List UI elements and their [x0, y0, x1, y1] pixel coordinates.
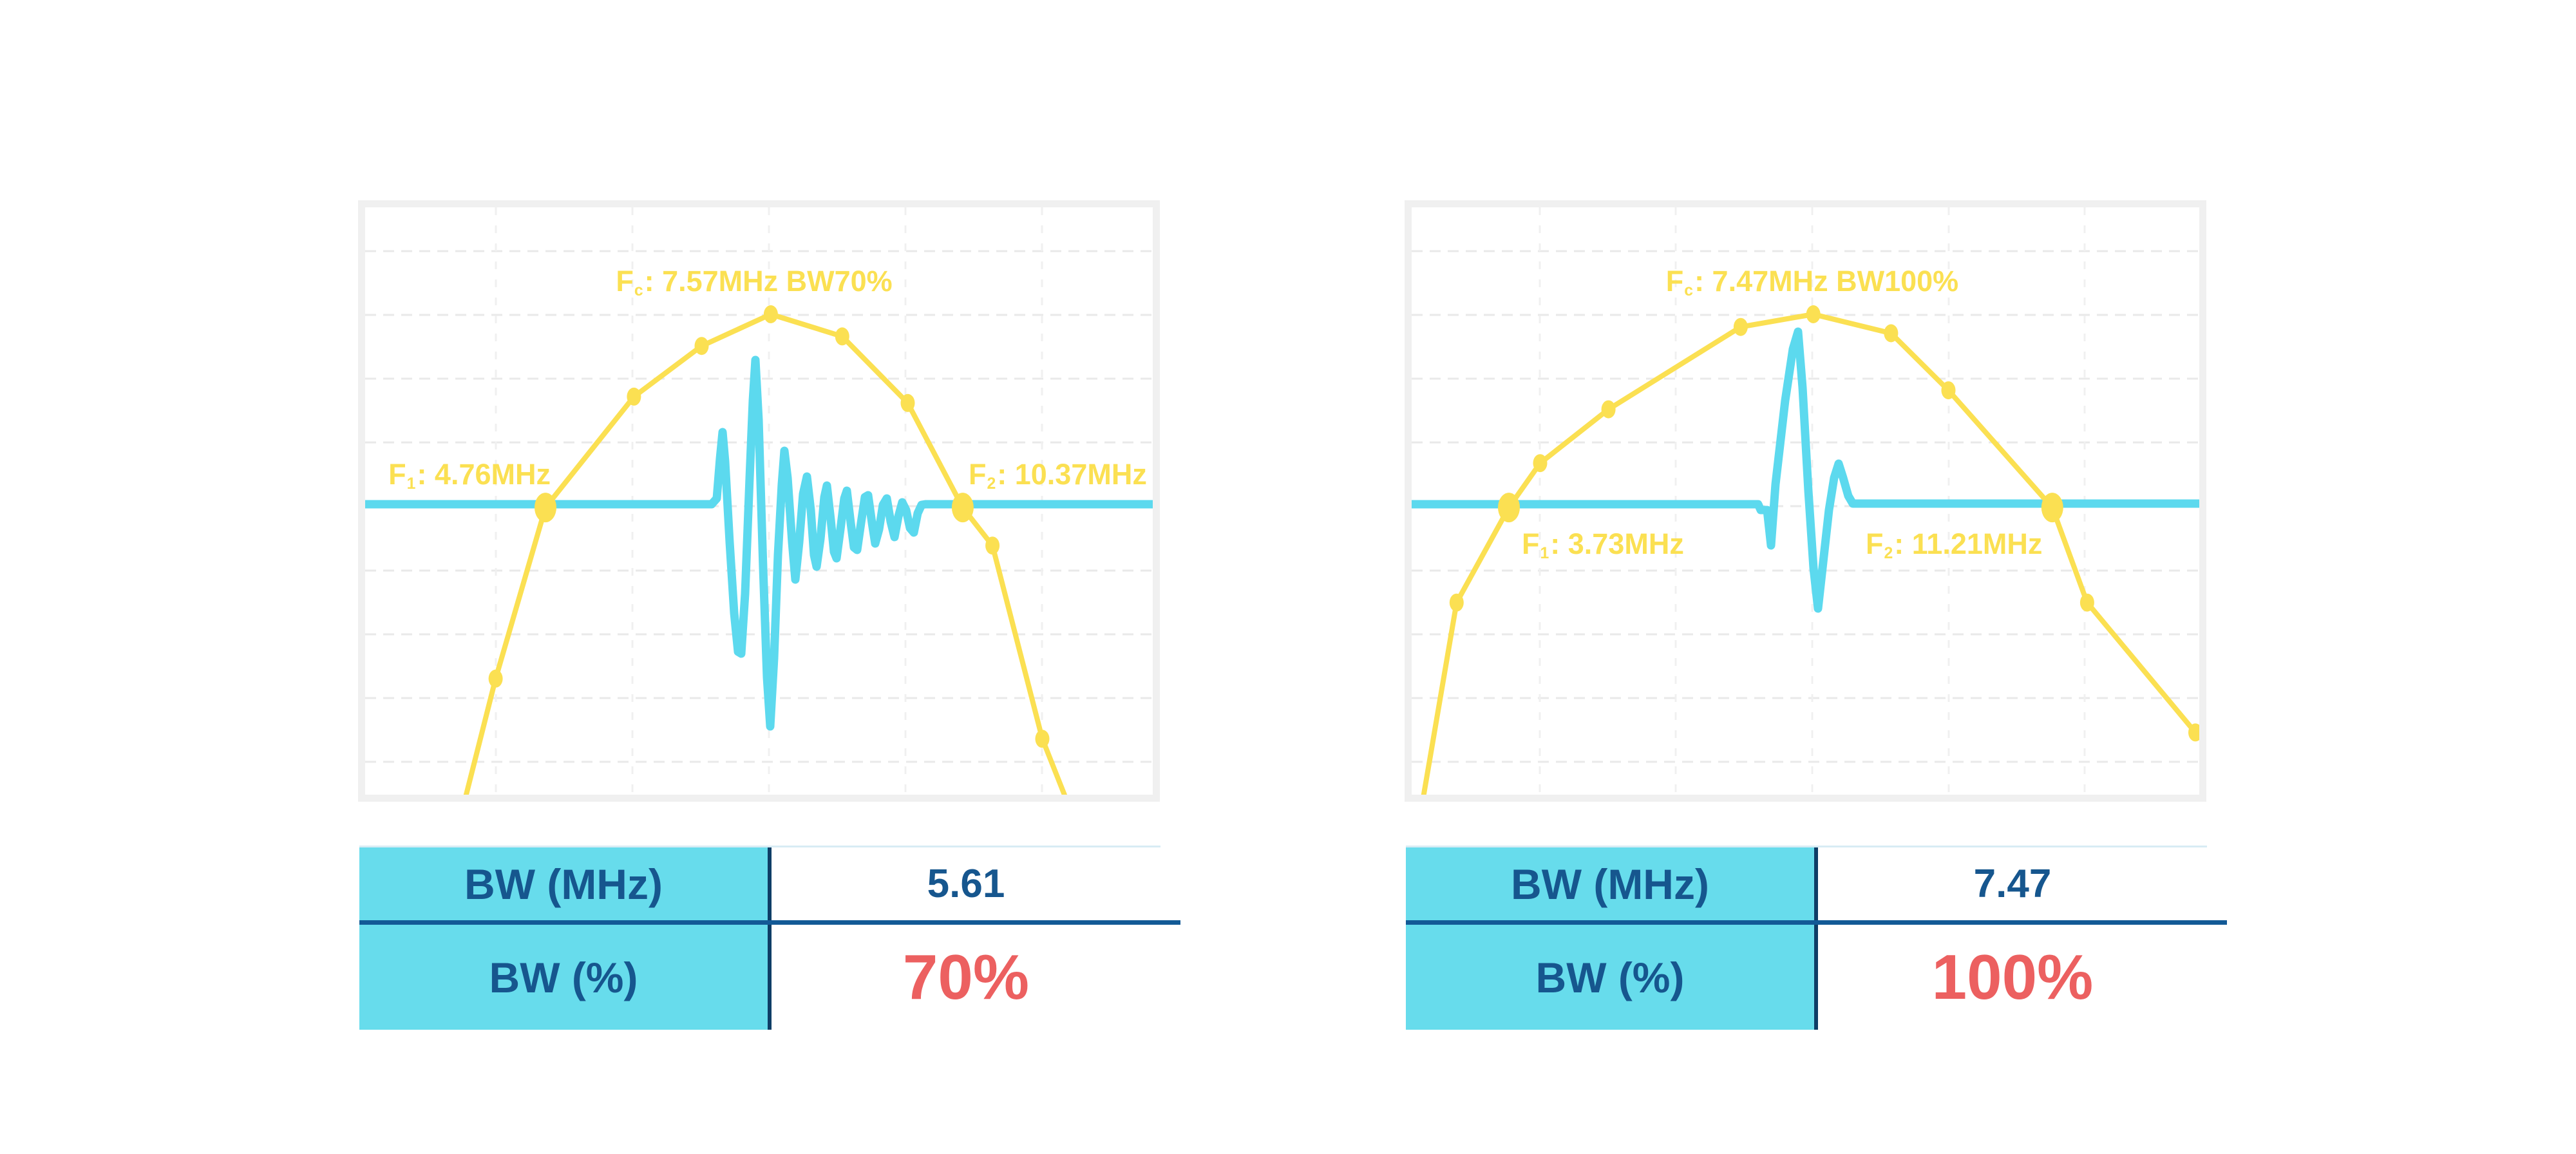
chart-narrowband: Fc: 7.57MHz BW70% F1: 4.76MHz F2: 10.37M… [358, 200, 1160, 802]
f1-annotation: F1: 4.76MHz [388, 458, 551, 497]
f2-annotation-text: : 11.21MHz [1894, 527, 2043, 560]
fc-annotation: Fc: 7.57MHz BW70% [616, 265, 892, 303]
f2-annotation-prefix: F [969, 458, 987, 491]
chart-broadband-plot [1412, 207, 2199, 795]
f2-annotation: F2: 10.37MHz [969, 458, 1147, 497]
chart-broadband: Fc: 7.47MHz BW100% F1: 3.73MHz F2: 11.21… [1405, 200, 2206, 802]
bw-mhz-label: BW (MHz) [464, 860, 663, 908]
f1-annotation-text: : 3.73MHz [1550, 527, 1684, 560]
f2-annotation: F2: 11.21MHz [1866, 527, 2042, 566]
f2-annotation-prefix: F [1866, 527, 1884, 560]
fc-annotation-text: : 7.47MHz BW100% [1694, 265, 1959, 298]
table-top-rule [359, 846, 1160, 847]
f1-annotation: F1: 3.73MHz [1522, 527, 1684, 566]
f1-annotation-subscript: 1 [1540, 545, 1549, 563]
f1-annotation-subscript: 1 [406, 475, 416, 493]
table-column-divider [768, 847, 772, 1030]
bw-pct-label: BW (%) [489, 953, 638, 1001]
f1-annotation-prefix: F [1522, 527, 1540, 560]
bw-mhz-label: BW (MHz) [1511, 860, 1709, 908]
fc-annotation-prefix: F [1665, 265, 1684, 298]
bw-mhz-value: 5.61 [927, 862, 1005, 906]
table-row-divider [1406, 920, 2227, 925]
bw-mhz-value: 7.47 [1973, 862, 2052, 906]
fc-annotation: Fc: 7.47MHz BW100% [1666, 265, 1958, 303]
bw-pct-label: BW (%) [1535, 953, 1685, 1001]
table-header-column [359, 847, 768, 1030]
table-top-rule [1406, 846, 2207, 847]
f2-annotation-subscript: 2 [987, 475, 996, 493]
table-row-divider [359, 920, 1180, 925]
fc-annotation-text: : 7.57MHz BW70% [644, 265, 893, 298]
table-column-divider [1814, 847, 1818, 1030]
f1-annotation-text: : 4.76MHz [417, 458, 551, 491]
bw-pct-value: 100% [1931, 941, 2094, 1012]
table-header-column [1406, 847, 1814, 1030]
f1-annotation-prefix: F [388, 458, 406, 491]
fc-annotation-subscript: c [1684, 282, 1694, 300]
bw-pct-value: 70% [902, 941, 1030, 1012]
fc-annotation-subscript: c [634, 282, 643, 300]
bw-table-narrowband: BW (MHz) BW (%) 5.61 70% [359, 846, 1180, 1032]
fc-annotation-prefix: F [616, 265, 634, 298]
f2-annotation-subscript: 2 [1884, 545, 1893, 563]
bw-table-broadband: BW (MHz) BW (%) 7.47 100% [1406, 846, 2227, 1032]
f2-annotation-text: : 10.37MHz [997, 458, 1147, 491]
chart-narrowband-plot [365, 207, 1153, 795]
